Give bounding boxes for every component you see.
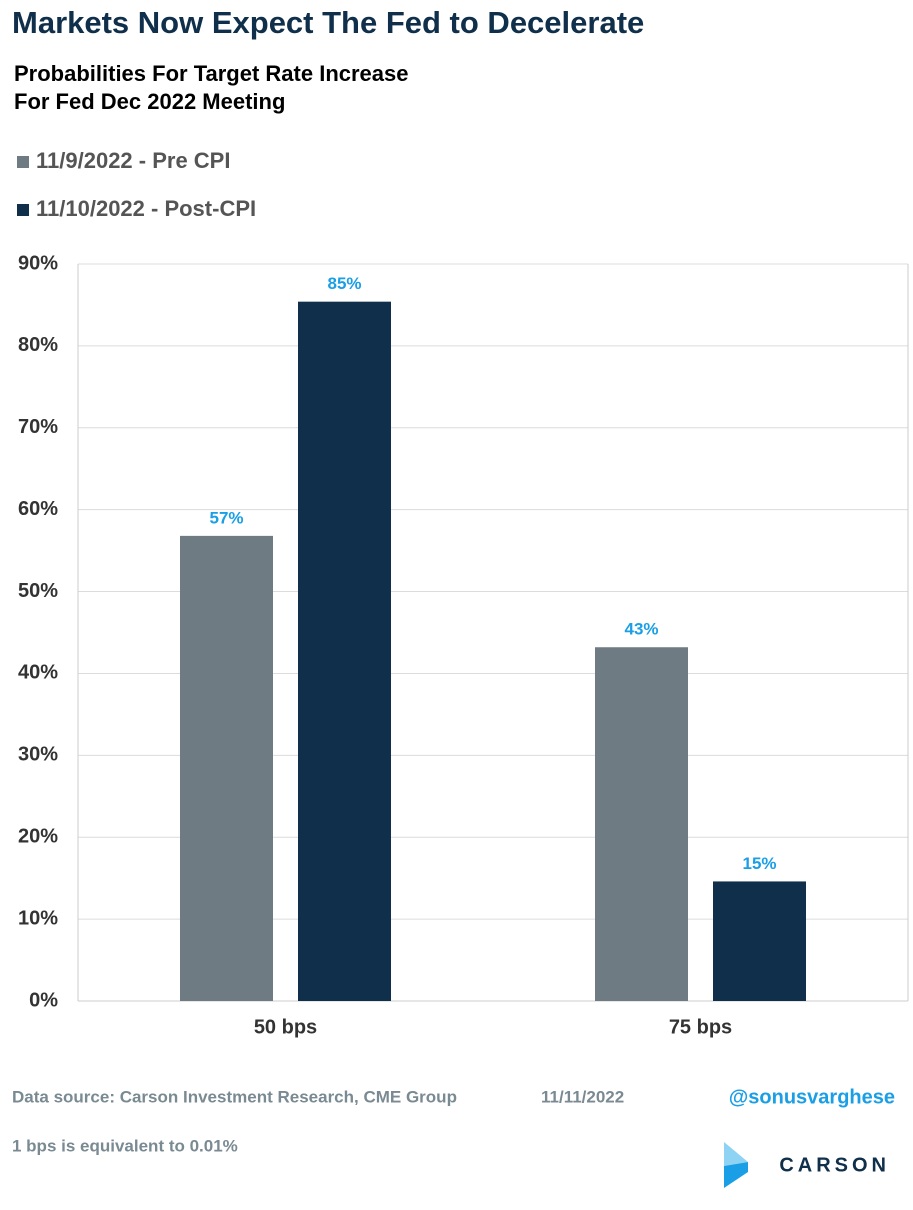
bar	[713, 881, 806, 1001]
date-note: 11/11/2022	[541, 1087, 624, 1106]
bar	[595, 647, 688, 1001]
y-tick-label: 90%	[18, 252, 58, 274]
data-label: 57%	[209, 508, 243, 527]
legend-label: 11/10/2022 - Post-CPI	[36, 196, 256, 221]
chart-subtitle: For Fed Dec 2022 Meeting	[14, 89, 285, 114]
legend-swatch	[17, 156, 29, 168]
author-handle: @sonusvarghese	[729, 1086, 895, 1108]
data-label: 15%	[742, 854, 776, 873]
data-label: 85%	[327, 274, 361, 293]
x-tick-label: 50 bps	[254, 1016, 317, 1038]
logo-text: CARSON	[779, 1154, 890, 1176]
y-tick-label: 70%	[18, 416, 58, 438]
logo-mark	[724, 1142, 748, 1188]
footnote: 1 bps is equivalent to 0.01%	[12, 1136, 238, 1155]
source-note: Data source: Carson Investment Research,…	[12, 1087, 457, 1106]
data-label: 43%	[624, 620, 658, 639]
chart-subtitle: Probabilities For Target Rate Increase	[14, 61, 409, 86]
y-tick-label: 50%	[18, 580, 58, 602]
bar	[180, 535, 273, 1001]
legend-label: 11/9/2022 - Pre CPI	[36, 148, 230, 173]
y-tick-label: 80%	[18, 334, 58, 356]
y-tick-label: 10%	[18, 907, 58, 929]
y-tick-label: 0%	[29, 989, 58, 1011]
y-tick-label: 40%	[18, 662, 58, 684]
bar	[298, 301, 391, 1001]
legend-swatch	[17, 204, 29, 216]
chart-title: Markets Now Expect The Fed to Decelerate	[12, 5, 644, 40]
y-tick-label: 60%	[18, 498, 58, 520]
y-tick-label: 20%	[18, 826, 58, 848]
y-tick-label: 30%	[18, 744, 58, 766]
x-tick-label: 75 bps	[669, 1016, 732, 1038]
